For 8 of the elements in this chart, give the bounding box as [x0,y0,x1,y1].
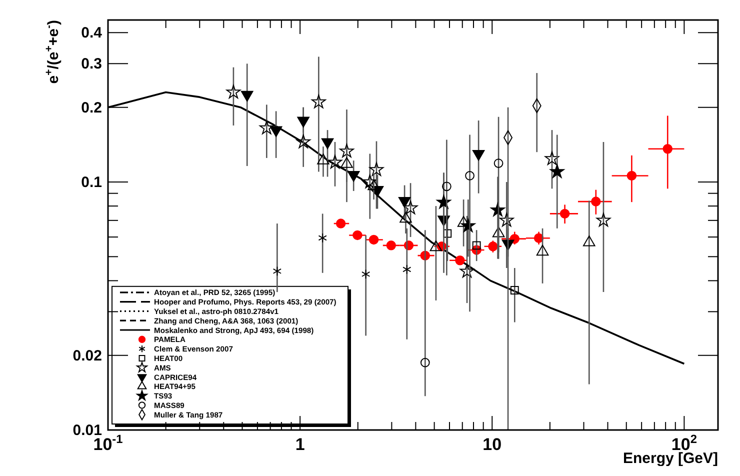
x-tick-label: 1 [295,435,305,454]
y-tick-label: 0.02 [72,347,102,364]
x-tick-label: 10 [482,435,502,454]
y-tick-label: 0.4 [81,24,103,42]
x-axis-title: Energy [GeV] [622,450,718,467]
y-tick-label: 0.1 [81,174,102,191]
y-tick-label: 0.3 [81,56,102,73]
y-tick-label: 0.2 [81,99,102,116]
